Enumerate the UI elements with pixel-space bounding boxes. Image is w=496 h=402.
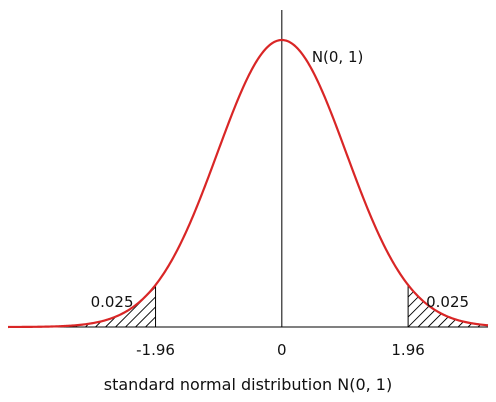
right-tail-label: 0.025 — [426, 293, 469, 311]
left-hatch-line — [135, 284, 156, 327]
left-hatch-line — [216, 267, 276, 327]
right-hatch-line — [408, 284, 419, 327]
right-hatch-line — [487, 284, 488, 327]
curve-label: N(0, 1) — [312, 48, 364, 66]
left-hatch-line — [125, 284, 156, 327]
right-hatch-line — [467, 284, 488, 327]
x-tick-label: -1.96 — [136, 341, 175, 359]
right-hatch-line — [477, 284, 488, 327]
left-hatch-line — [206, 267, 266, 327]
left-tail-hatch — [45, 267, 276, 327]
left-hatch-line — [196, 267, 256, 327]
x-tick-label: 0 — [277, 341, 287, 359]
left-hatch-line — [155, 284, 156, 327]
left-hatch-line — [166, 267, 226, 327]
left-tail-label: 0.025 — [91, 293, 134, 311]
chart-caption: standard normal distribution N(0, 1) — [104, 375, 392, 394]
left-hatch-line — [186, 267, 246, 327]
right-tail-hatch — [408, 284, 488, 327]
x-tick-label: 1.96 — [391, 341, 424, 359]
right-hatch-line — [408, 284, 409, 327]
normal-curve — [7, 38, 489, 329]
left-hatch-line — [176, 267, 236, 327]
left-hatch-line — [145, 284, 156, 327]
